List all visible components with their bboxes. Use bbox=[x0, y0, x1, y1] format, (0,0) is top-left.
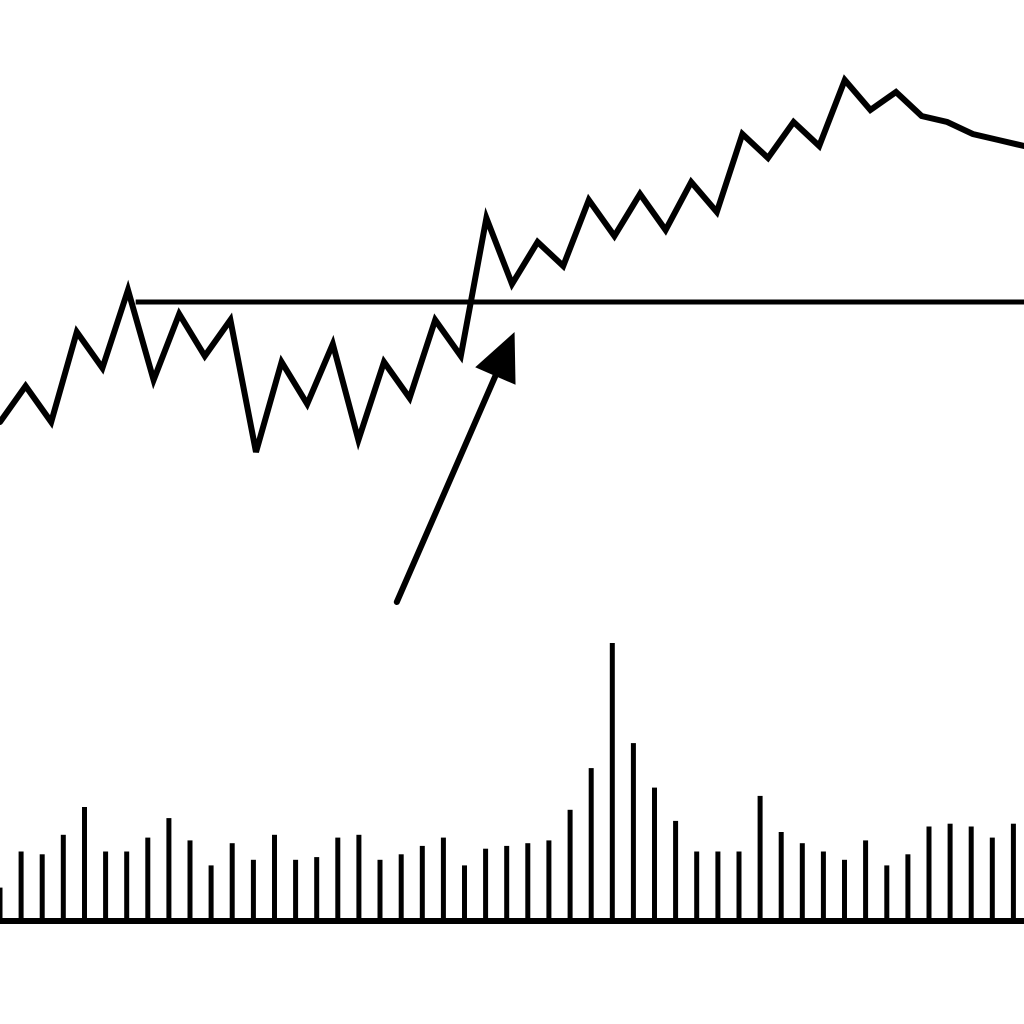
volume-bar bbox=[778, 832, 784, 921]
volume-bar bbox=[124, 851, 130, 921]
price-line bbox=[0, 74, 1024, 453]
volume-bar bbox=[145, 837, 151, 921]
volume-bar bbox=[968, 826, 974, 921]
volume-bar bbox=[398, 854, 404, 921]
volume-bar bbox=[229, 843, 235, 921]
volume-bar bbox=[103, 851, 109, 921]
volume-bar bbox=[715, 851, 721, 921]
volume-bar bbox=[1010, 823, 1016, 921]
volume-bar bbox=[82, 807, 87, 921]
volume-bar bbox=[652, 787, 657, 921]
volume-bar bbox=[419, 845, 425, 921]
volume-bar bbox=[166, 818, 172, 921]
volume-bar bbox=[377, 859, 383, 921]
volume-bar bbox=[272, 834, 277, 921]
volume-bars bbox=[0, 643, 1016, 921]
volume-bar bbox=[546, 840, 552, 921]
volume-bar bbox=[335, 837, 341, 921]
volume-bar bbox=[60, 834, 66, 921]
volume-bar bbox=[525, 843, 531, 921]
volume-bar bbox=[208, 865, 214, 921]
volume-bar bbox=[18, 851, 24, 921]
volume-bar bbox=[884, 865, 890, 921]
volume-bar bbox=[736, 851, 742, 921]
volume-bar bbox=[0, 887, 3, 921]
volume-bar bbox=[926, 826, 932, 921]
volume-bar bbox=[187, 840, 193, 921]
volume-bar bbox=[588, 768, 594, 921]
volume-bar bbox=[989, 837, 995, 921]
volume-bar bbox=[314, 857, 320, 921]
volume-bar bbox=[462, 865, 467, 921]
volume-bar bbox=[356, 834, 362, 921]
volume-bar bbox=[905, 854, 911, 921]
breakout-arrow bbox=[393, 332, 516, 605]
volume-bar bbox=[250, 859, 256, 921]
volume-bar bbox=[863, 840, 869, 921]
volume-bar bbox=[567, 809, 573, 921]
volume-bar bbox=[673, 820, 679, 921]
volume-bar bbox=[820, 851, 826, 921]
volume-bar bbox=[757, 795, 763, 921]
volume-bar bbox=[440, 837, 446, 921]
volume-bar bbox=[842, 859, 847, 921]
volume-bar bbox=[504, 845, 510, 921]
arrow-shaft bbox=[393, 372, 499, 605]
volume-bar bbox=[483, 848, 489, 921]
volume-bar bbox=[799, 843, 805, 921]
volume-bar bbox=[39, 854, 45, 921]
volume-bar bbox=[694, 851, 700, 921]
volume-bar bbox=[609, 643, 615, 921]
volume-bar bbox=[947, 823, 953, 921]
arrow-head bbox=[475, 332, 516, 385]
volume-bar bbox=[630, 743, 636, 921]
volume-bar bbox=[293, 859, 299, 921]
